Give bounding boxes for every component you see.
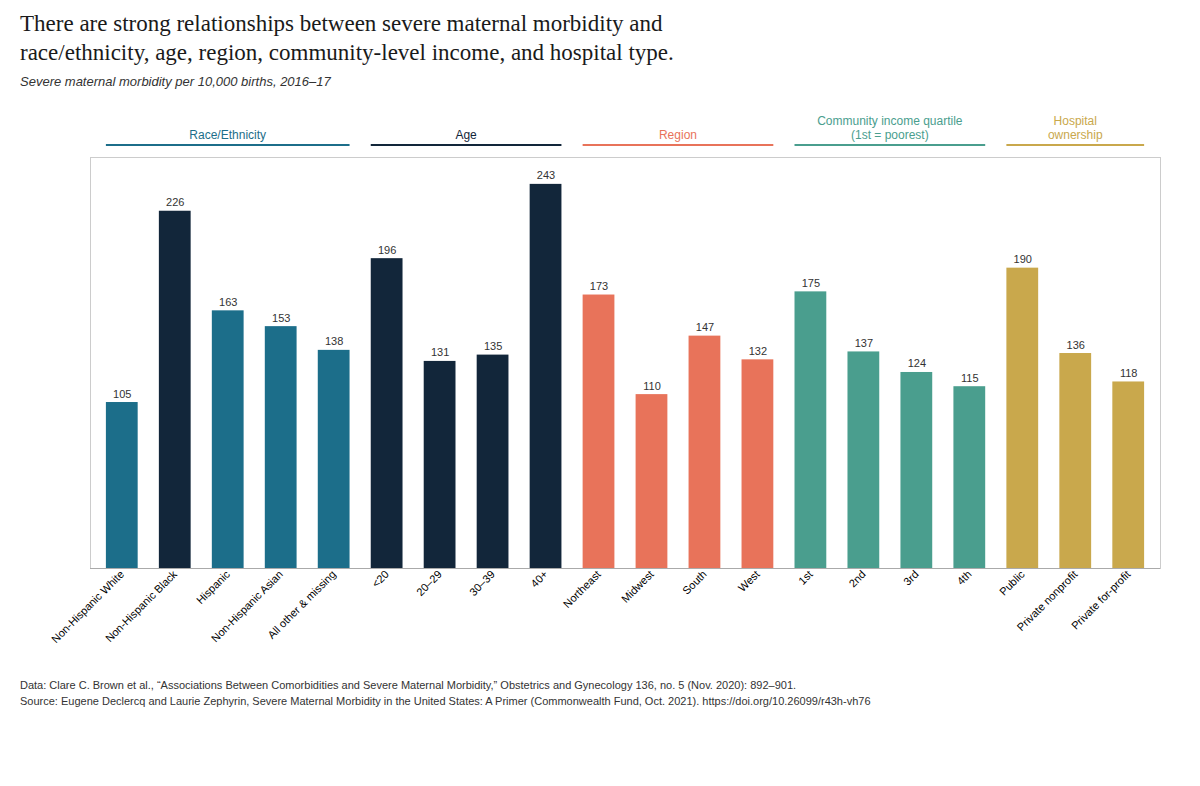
svg-text:243: 243 [537, 169, 555, 181]
svg-text:226: 226 [166, 196, 184, 208]
svg-text:136: 136 [1067, 338, 1085, 350]
svg-text:2nd: 2nd [846, 567, 867, 588]
svg-text:153: 153 [272, 311, 290, 323]
svg-text:Hispanic: Hispanic [194, 567, 233, 606]
svg-text:Private nonprofit: Private nonprofit [1014, 567, 1080, 633]
svg-text:138: 138 [325, 335, 343, 347]
svg-text:Non-Hispanic White: Non-Hispanic White [49, 567, 127, 645]
svg-text:Public: Public [997, 567, 1027, 597]
svg-text:All other & missing: All other & missing [265, 567, 338, 640]
svg-text:115: 115 [961, 371, 979, 383]
svg-text:135: 135 [484, 340, 502, 352]
svg-text:Non-Hispanic Asian: Non-Hispanic Asian [208, 567, 286, 644]
svg-text:Private for-profit: Private for-profit [1069, 567, 1133, 631]
svg-text:Race/Ethnicity: Race/Ethnicity [189, 128, 266, 142]
html-text:There are strong relationships: There are strong relationships between s… [20, 11, 674, 65]
svg-text:<20: <20 [369, 567, 391, 589]
svg-text:20–29: 20–29 [414, 567, 444, 597]
svg-text:South: South [680, 567, 709, 596]
svg-text:Hospitalownership: Hospitalownership [1048, 114, 1103, 142]
svg-text:1st: 1st [796, 567, 815, 586]
svg-text:175: 175 [802, 276, 820, 288]
svg-text:163: 163 [219, 295, 237, 307]
svg-text:118: 118 [1120, 366, 1138, 378]
html-text:Source: Eugene Declercq and La: Source: Eugene Declercq and Laurie Zephy… [20, 695, 871, 707]
svg-text:105: 105 [113, 387, 131, 399]
svg-text:190: 190 [1014, 253, 1032, 265]
html-text:Severe maternal morbidity per: Severe maternal morbidity per 10,000 bir… [20, 73, 331, 89]
svg-text:110: 110 [643, 379, 661, 391]
svg-text:Community income quartile(1st: Community income quartile(1st = poorest) [817, 114, 963, 142]
svg-text:40+: 40+ [528, 567, 550, 589]
svg-text:30–39: 30–39 [467, 567, 497, 597]
svg-text:Northeast: Northeast [561, 567, 603, 609]
svg-text:137: 137 [855, 336, 873, 348]
svg-text:131: 131 [431, 346, 449, 358]
svg-text:Non-Hispanic Black: Non-Hispanic Black [103, 567, 180, 644]
svg-text:124: 124 [908, 357, 926, 369]
svg-text:Age: Age [455, 128, 477, 142]
svg-text:147: 147 [696, 321, 714, 333]
svg-text:Midwest: Midwest [619, 567, 656, 604]
svg-text:West: West [736, 567, 762, 593]
svg-text:Region: Region [659, 128, 697, 142]
svg-text:4th: 4th [954, 567, 973, 586]
svg-text:132: 132 [749, 344, 767, 356]
svg-text:196: 196 [378, 243, 396, 255]
svg-text:3rd: 3rd [901, 567, 921, 587]
html-text:Data: Clare C. Brown et al., “: Data: Clare C. Brown et al., “Associatio… [20, 678, 797, 691]
svg-text:173: 173 [590, 280, 608, 292]
